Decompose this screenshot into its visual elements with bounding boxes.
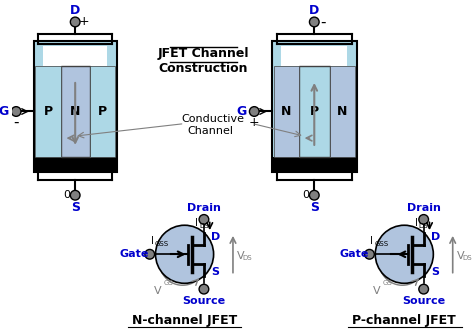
- Circle shape: [375, 225, 433, 283]
- Text: D: D: [70, 4, 80, 17]
- Text: 0: 0: [302, 190, 309, 200]
- Text: G: G: [0, 105, 9, 118]
- Text: 0: 0: [63, 190, 70, 200]
- Text: I: I: [195, 218, 198, 228]
- Text: DS: DS: [463, 255, 472, 261]
- Text: S: S: [211, 267, 219, 277]
- Text: N-channel JFET: N-channel JFET: [132, 314, 237, 327]
- Text: Conductive: Conductive: [182, 114, 245, 124]
- Text: V: V: [237, 251, 245, 261]
- Text: Channel: Channel: [188, 126, 234, 136]
- Circle shape: [155, 225, 214, 283]
- FancyBboxPatch shape: [272, 157, 357, 172]
- FancyBboxPatch shape: [90, 65, 115, 157]
- Text: DS: DS: [243, 255, 252, 261]
- FancyBboxPatch shape: [272, 41, 357, 172]
- Text: GSS: GSS: [374, 240, 388, 246]
- Circle shape: [199, 284, 209, 294]
- Circle shape: [11, 107, 21, 116]
- Text: +: +: [249, 116, 260, 129]
- FancyBboxPatch shape: [330, 65, 355, 157]
- Text: Drain: Drain: [187, 203, 221, 213]
- Text: P: P: [310, 105, 319, 118]
- Text: D: D: [431, 232, 440, 242]
- Circle shape: [365, 249, 374, 259]
- Circle shape: [249, 107, 259, 116]
- Circle shape: [70, 190, 80, 200]
- Text: I: I: [371, 236, 374, 246]
- Text: I: I: [151, 236, 154, 246]
- Text: GSS: GSS: [155, 240, 169, 246]
- Text: Drain: Drain: [407, 203, 441, 213]
- Text: S: S: [71, 201, 80, 214]
- FancyBboxPatch shape: [34, 41, 117, 172]
- Text: P-channel JFET: P-channel JFET: [353, 314, 456, 327]
- Circle shape: [419, 214, 428, 224]
- Text: P: P: [98, 105, 107, 118]
- Text: G: G: [237, 105, 247, 118]
- FancyBboxPatch shape: [43, 46, 107, 65]
- Text: N: N: [337, 105, 347, 118]
- Circle shape: [310, 17, 319, 27]
- Text: D: D: [309, 4, 319, 17]
- Text: DS: DS: [419, 223, 428, 229]
- FancyBboxPatch shape: [61, 65, 90, 157]
- Text: +: +: [79, 15, 89, 28]
- FancyBboxPatch shape: [36, 65, 61, 157]
- Circle shape: [145, 249, 155, 259]
- Text: V: V: [374, 286, 381, 296]
- Text: JFET Channel: JFET Channel: [157, 47, 249, 60]
- Circle shape: [199, 214, 209, 224]
- Text: V: V: [456, 251, 464, 261]
- Text: S: S: [310, 201, 319, 214]
- Text: S: S: [431, 267, 439, 277]
- Text: Gate: Gate: [339, 249, 369, 259]
- Text: DS: DS: [199, 223, 209, 229]
- FancyBboxPatch shape: [34, 157, 117, 172]
- Text: I: I: [415, 218, 418, 228]
- FancyBboxPatch shape: [282, 46, 347, 65]
- Text: Source: Source: [182, 296, 226, 306]
- Text: -: -: [320, 14, 326, 29]
- Circle shape: [310, 190, 319, 200]
- Text: -: -: [13, 115, 19, 130]
- FancyBboxPatch shape: [273, 65, 299, 157]
- Text: Construction: Construction: [158, 62, 248, 75]
- Circle shape: [419, 284, 428, 294]
- Text: GS: GS: [383, 280, 393, 286]
- Text: GS: GS: [163, 280, 173, 286]
- Text: D: D: [211, 232, 220, 242]
- Text: N: N: [70, 105, 81, 118]
- Text: V: V: [154, 286, 161, 296]
- Text: N: N: [281, 105, 292, 118]
- FancyBboxPatch shape: [299, 65, 330, 157]
- Circle shape: [70, 17, 80, 27]
- Text: Source: Source: [402, 296, 445, 306]
- Text: P: P: [44, 105, 53, 118]
- Text: Gate: Gate: [119, 249, 149, 259]
